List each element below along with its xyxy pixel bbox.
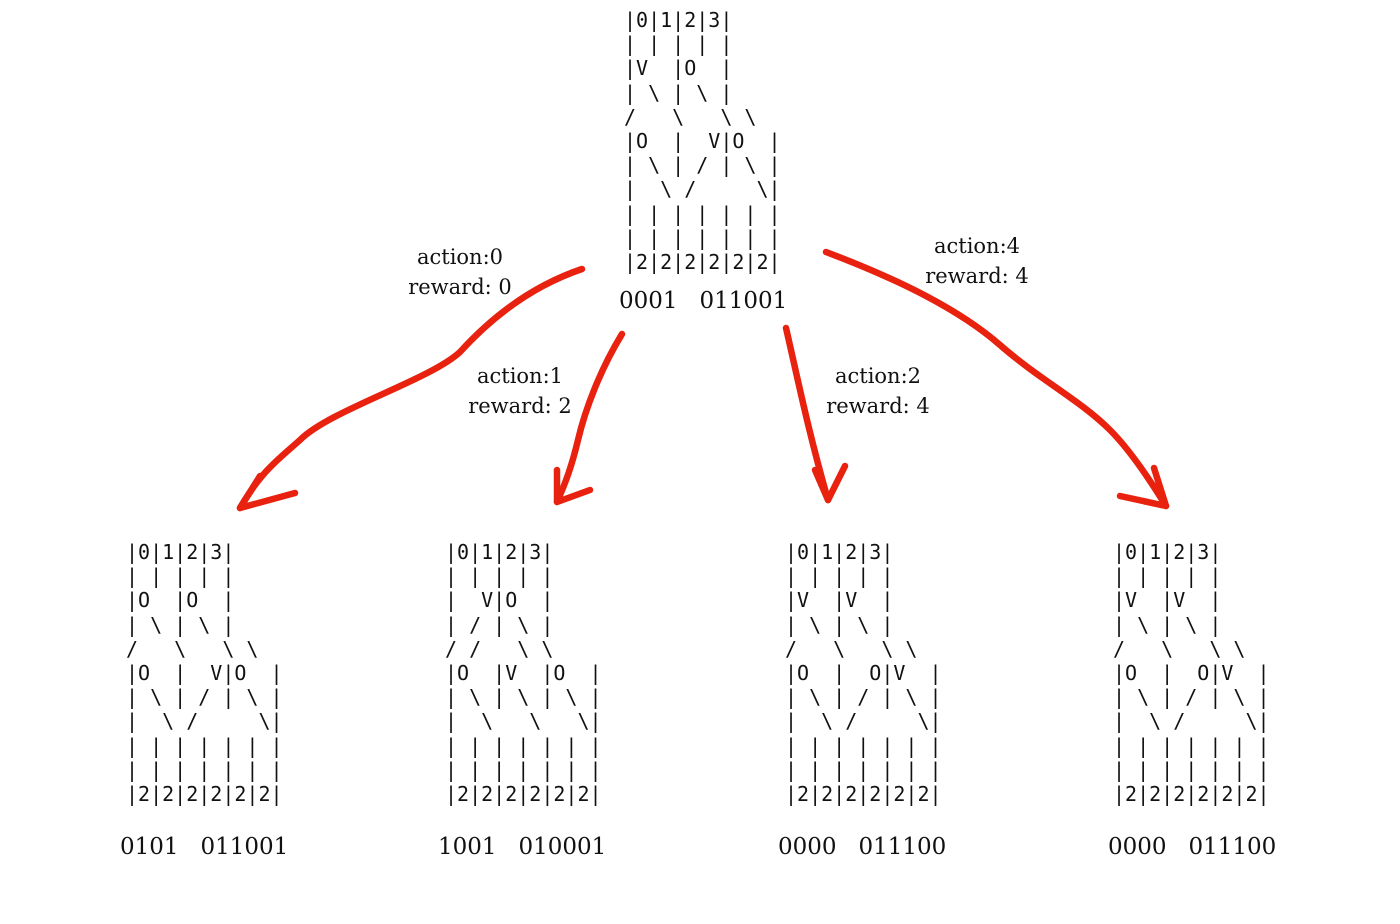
child-state-2: 0000 011100 (778, 834, 947, 860)
edge-arrow-action-2 (782, 324, 849, 504)
child-state-3: 0000 011100 (1108, 834, 1277, 860)
edge-arrow-action-0 (236, 265, 586, 512)
root-board: |0|1|2|3| | | | | | |V |O | | \ | \ | / … (624, 8, 781, 275)
edge-arrow-action-1 (553, 330, 626, 506)
edge-action-1: action:1 (476, 364, 564, 388)
child-board-1: |0|1|2|3| | | | | | | V|O | | / | \ | / … (445, 540, 602, 807)
child-board-0: |0|1|2|3| | | | | | |O |O | | \ | \ | / … (126, 540, 283, 807)
child-board-3: |0|1|2|3| | | | | | |V |V | | \ | \ | / … (1113, 540, 1270, 807)
edge-arrow-action-4-shaft (822, 248, 1170, 510)
edge-arrow-action-0-shaft (236, 265, 586, 512)
edge-reward-2: reward: 4 (826, 394, 930, 418)
edge-arrow-action-2-shaft (782, 324, 832, 504)
edge-arrow-action-0-head (236, 472, 299, 512)
edge-arrow-action-1-shaft (553, 330, 626, 506)
edge-action-0: action:0 (416, 245, 504, 269)
edge-arrow-action-4-head (1116, 464, 1170, 510)
edge-arrow-action-2-head (811, 462, 849, 504)
root-state: 0001 011001 (619, 288, 788, 314)
edge-label-action-4: action:4 reward: 4 (897, 231, 1057, 291)
edge-reward-1: reward: 2 (468, 394, 572, 418)
edge-reward-0: reward: 0 (408, 275, 512, 299)
child-state-0: 0101 011001 (120, 834, 289, 860)
edge-action-2: action:2 (834, 364, 922, 388)
edge-arrow-action-1-head (553, 466, 594, 506)
edge-action-4: action:4 (933, 234, 1021, 258)
child-state-1: 1001 010001 (438, 834, 607, 860)
edge-label-action-1: action:1 reward: 2 (440, 361, 600, 421)
edge-label-action-2: action:2 reward: 4 (798, 361, 958, 421)
edge-arrow-action-4 (822, 248, 1170, 510)
edge-reward-4: reward: 4 (925, 264, 1029, 288)
child-board-2: |0|1|2|3| | | | | | |V |V | | \ | \ | / … (785, 540, 942, 807)
edge-label-action-0: action:0 reward: 0 (380, 242, 540, 302)
